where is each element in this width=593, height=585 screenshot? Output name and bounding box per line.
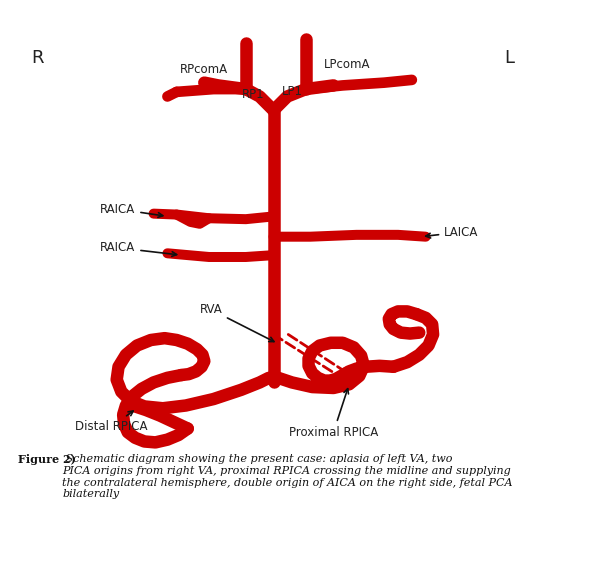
Text: LP1: LP1 bbox=[282, 85, 302, 98]
Text: RAICA: RAICA bbox=[100, 202, 163, 218]
Text: Figure 2): Figure 2) bbox=[18, 455, 76, 466]
Text: R: R bbox=[31, 49, 43, 67]
Text: LPcomA: LPcomA bbox=[324, 58, 371, 71]
Text: RAICA: RAICA bbox=[100, 241, 177, 256]
Text: Distal RPICA: Distal RPICA bbox=[75, 411, 148, 433]
Text: L: L bbox=[504, 49, 514, 67]
Text: RVA: RVA bbox=[199, 303, 274, 342]
Text: RPcomA: RPcomA bbox=[180, 63, 228, 76]
Text: LAICA: LAICA bbox=[426, 226, 479, 239]
Text: Proximal RPICA: Proximal RPICA bbox=[289, 388, 378, 439]
Text: RP1: RP1 bbox=[242, 88, 264, 101]
Text: Schematic diagram showing the present case: aplasia of left VA, two
PICA origins: Schematic diagram showing the present ca… bbox=[62, 455, 513, 499]
